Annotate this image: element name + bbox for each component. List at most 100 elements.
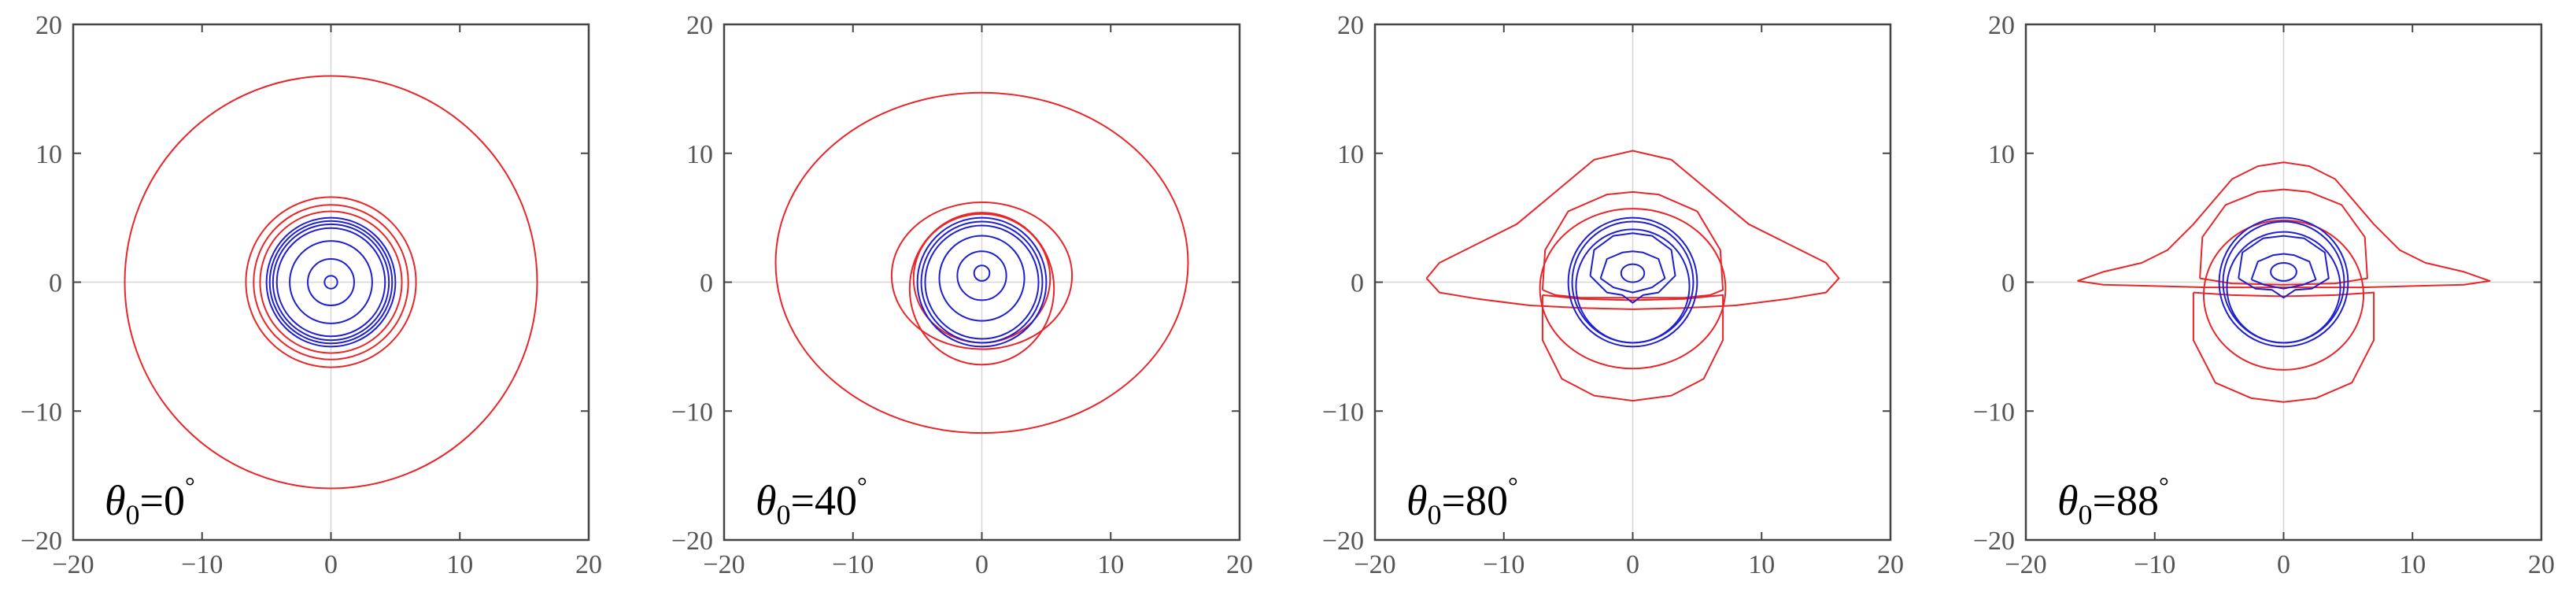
x-tick-label: −20: [1354, 550, 1395, 579]
primary-curve-2: [1541, 190, 1724, 299]
panel-label: θ0=40°: [756, 471, 867, 531]
panel-label-symbol: θ: [2057, 477, 2079, 524]
x-tick-label: 0: [324, 550, 338, 579]
primary-curve-2: [890, 201, 1074, 350]
y-tick-label: 0: [2001, 269, 2015, 298]
panel-label-subscript: 0: [777, 499, 791, 531]
primary-curve-1: [124, 75, 538, 490]
panel-label: θ0=80°: [1406, 471, 1518, 531]
x-tick-label: 10: [1097, 550, 1124, 579]
secondary-curve-5: [1599, 250, 1666, 294]
y-tick-label: 0: [700, 269, 713, 298]
secondary-curve-4: [1589, 232, 1676, 304]
x-tick-label: −10: [832, 550, 874, 579]
panel-4: −20 −10 0 10 20 −20 −10 0 10 20 θ0=88°: [1973, 11, 2555, 579]
secondary-curve-3: [272, 223, 390, 342]
y-tick-label: −20: [671, 527, 713, 556]
panel-label-degree: °: [1508, 471, 1518, 500]
panel-label-symbol: θ: [105, 477, 126, 524]
secondary-curve-6: [1620, 263, 1646, 283]
y-tick-label: 0: [1351, 269, 1364, 298]
primary-curve-2: [2199, 188, 2368, 286]
curves: [124, 75, 538, 490]
y-tick-label: 10: [686, 140, 713, 169]
primary-curve-1: [774, 91, 1189, 434]
primary-curve-3: [253, 204, 409, 361]
panel-label-value: =40: [791, 477, 857, 524]
x-tick-label: 20: [2528, 550, 2555, 579]
x-tick-label: 0: [2277, 550, 2290, 579]
primary-curve-1: [1425, 150, 1840, 310]
x-tick-label: −20: [2005, 550, 2046, 579]
secondary-curve-3: [1575, 228, 1691, 344]
curves: [1425, 150, 1840, 402]
primary-curve-3: [908, 212, 1055, 366]
primary-curve-3: [2192, 291, 2375, 403]
x-tick-label: −10: [2134, 550, 2175, 579]
panel-label-symbol: θ: [1406, 477, 1428, 524]
primary-curve-3: [1541, 294, 1724, 402]
y-tick-label: 20: [1988, 11, 2015, 40]
secondary-curve-5: [956, 250, 1007, 301]
y-tick-label: −10: [1322, 397, 1364, 427]
secondary-curve-6: [307, 258, 355, 306]
panel-label-degree: °: [857, 471, 867, 500]
x-tick-label: 10: [446, 550, 473, 579]
curves: [2077, 161, 2491, 403]
secondary-curve-5: [289, 240, 373, 324]
secondary-curve-6: [2270, 261, 2297, 282]
y-tick-label: −10: [1973, 397, 2015, 427]
secondary-curve-4: [2238, 235, 2330, 299]
primary-curve-4: [259, 210, 403, 354]
panel-label-subscript: 0: [1428, 499, 1442, 531]
y-tick-label: 20: [35, 11, 62, 40]
secondary-curve-3: [924, 224, 1040, 340]
secondary-curve-4: [275, 227, 386, 338]
secondary-curve-6: [973, 264, 991, 282]
primary-curve-4: [1539, 208, 1727, 370]
y-tick-label: 10: [1988, 140, 2015, 169]
secondary-curve-1: [265, 216, 397, 348]
y-tick-label: 20: [1337, 11, 1364, 40]
secondary-curve-2: [268, 220, 394, 345]
y-tick-label: −20: [1973, 527, 2015, 556]
secondary-curve-1: [916, 216, 1048, 348]
x-tick-label: 10: [2399, 550, 2426, 579]
x-tick-label: 0: [975, 550, 989, 579]
x-tick-label: 20: [1226, 550, 1253, 579]
primary-curve-4: [2202, 219, 2365, 371]
x-tick-label: 0: [1626, 550, 1639, 579]
secondary-curve-2: [920, 220, 1044, 344]
y-tick-label: −10: [20, 397, 62, 427]
x-tick-label: −20: [703, 550, 745, 579]
y-tick-label: 10: [35, 140, 62, 169]
panel-label: θ0=0°: [105, 471, 195, 531]
primary-curve-1: [2077, 161, 2491, 289]
y-tick-label: 20: [686, 11, 713, 40]
y-tick-label: −20: [1322, 527, 1364, 556]
y-tick-label: −20: [20, 527, 62, 556]
secondary-curve-5: [2250, 253, 2317, 290]
curves: [774, 91, 1189, 434]
secondary-curve-1: [1567, 216, 1698, 348]
panel-label-degree: °: [185, 471, 195, 500]
y-tick-label: −10: [671, 397, 713, 427]
primary-curve-2: [245, 196, 417, 368]
panel-label-value: =0: [140, 477, 185, 524]
secondary-curve-1: [2218, 216, 2349, 348]
panel-label-value: =88: [2093, 477, 2159, 524]
panel-label-value: =80: [1442, 477, 1508, 524]
secondary-curve-3: [2226, 231, 2341, 344]
panel-label: θ0=88°: [2057, 471, 2169, 531]
secondary-curve-4: [938, 235, 1026, 322]
x-tick-label: 10: [1748, 550, 1775, 579]
y-tick-label: 0: [49, 269, 62, 298]
y-tick-label: 10: [1337, 140, 1364, 169]
panel-label-subscript: 0: [126, 499, 140, 531]
panel-label-subscript: 0: [2079, 499, 2093, 531]
x-tick-label: −10: [1483, 550, 1525, 579]
secondary-curve-7: [323, 275, 338, 290]
